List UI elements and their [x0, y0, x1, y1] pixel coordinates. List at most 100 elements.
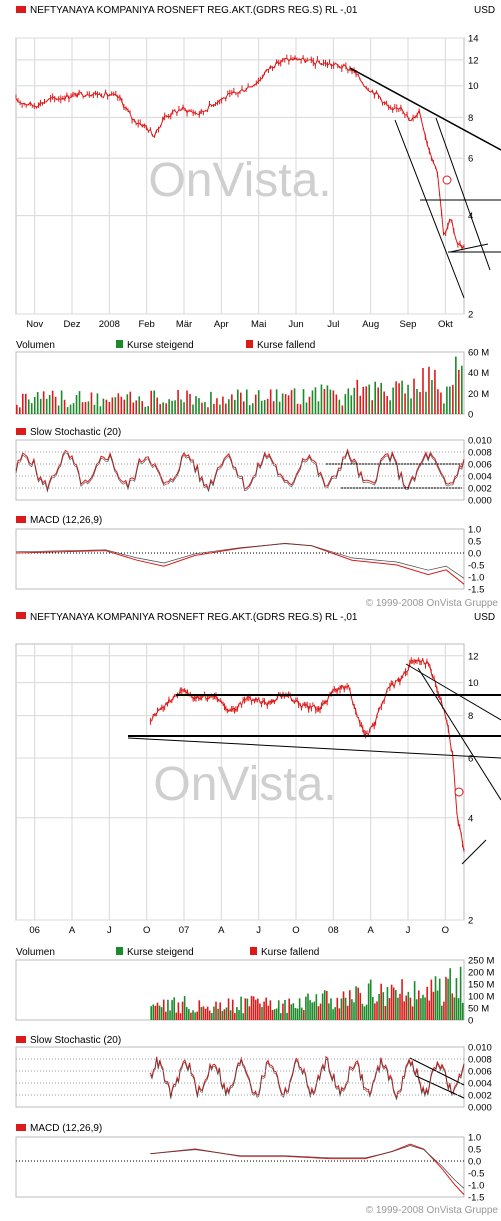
price-y-ticks: 14 12 10 8 6 4 2 — [468, 34, 479, 321]
volume-bar — [99, 406, 102, 414]
macd-label: MACD (12,26,9) — [30, 1123, 102, 1134]
volume-bar — [215, 1001, 217, 1020]
volume-bar — [395, 381, 397, 414]
volume-bar — [198, 398, 200, 414]
trend-lines — [127, 663, 501, 865]
volume-bar — [186, 390, 188, 414]
volume-bar — [332, 390, 335, 414]
stochastic-series — [149, 1055, 465, 1101]
x-tick-label: Mär — [176, 319, 192, 330]
title-marker-icon — [16, 612, 26, 619]
volume-bar — [308, 396, 311, 414]
macd-signal-line — [15, 543, 465, 579]
x-tick-label: J — [256, 925, 261, 936]
y-tick-label: 200 M — [468, 968, 494, 979]
volume-bar — [432, 991, 435, 1020]
volume-bar — [445, 976, 447, 1020]
volume-bar — [404, 393, 406, 414]
volume-bar — [397, 997, 399, 1020]
y-tick-label: -0.5 — [468, 1169, 484, 1180]
volume-bar — [315, 994, 318, 1020]
volume-bar — [440, 392, 442, 414]
volume-bar — [272, 401, 275, 414]
volume-bar — [409, 997, 412, 1020]
volume-bar — [369, 979, 372, 1020]
volume-bar — [330, 998, 332, 1020]
chart-1: NEFTYANAYA KOMPANIYA ROSNEFT REG.AKT.(GD… — [15, 5, 501, 609]
volume-bar — [152, 1004, 155, 1020]
y-tick-label: 10 — [468, 678, 479, 689]
volume-bar — [219, 404, 221, 414]
legend-down-label: Kurse fallend — [257, 340, 315, 351]
volume-bar — [413, 378, 415, 414]
volume-label: Volumen — [16, 947, 55, 958]
volume-bar — [225, 1007, 228, 1020]
price-line — [150, 658, 465, 852]
trend-line-channel-inner — [435, 117, 491, 271]
volume-bar — [123, 399, 126, 414]
volume-bar — [90, 392, 93, 414]
volume-bar — [288, 998, 290, 1020]
volume-bar — [219, 1002, 221, 1020]
currency-label: USD — [474, 5, 495, 16]
volume-bar — [431, 380, 433, 414]
volume-bar — [305, 996, 307, 1020]
volume-bar — [319, 1003, 322, 1020]
volume-bar — [292, 1003, 295, 1020]
volume-bar — [223, 1009, 226, 1020]
volume-bar — [159, 404, 161, 414]
y-tick-label: 0 — [468, 410, 473, 421]
volume-bar — [386, 395, 388, 414]
volume-bar — [449, 968, 451, 1020]
volume-bar — [93, 404, 96, 414]
x-tick-label: J — [406, 925, 411, 936]
volume-bar — [117, 393, 120, 414]
volume-bar — [39, 398, 42, 414]
y-tick-label: 0.0 — [468, 549, 481, 560]
volume-bar — [334, 1007, 336, 1020]
volume-bar — [189, 393, 191, 414]
y-tick-label: 0.5 — [468, 1145, 481, 1156]
trend-line-slope — [127, 737, 501, 759]
volume-bar — [434, 976, 437, 1020]
volume-label: Volumen — [16, 340, 55, 351]
volume-bar — [428, 1000, 431, 1020]
price-panel — [15, 37, 465, 315]
volume-bar — [36, 391, 39, 414]
volume-bar — [81, 402, 84, 414]
volume-bar — [144, 406, 147, 414]
x-tick-label: Aug — [362, 319, 379, 330]
volume-bar — [188, 1009, 190, 1020]
volume-bar — [355, 986, 357, 1020]
volume-bar — [213, 403, 215, 414]
y-tick-label: 2 — [468, 310, 473, 321]
y-tick-label: 0.008 — [468, 448, 492, 459]
volume-bar — [251, 403, 254, 414]
y-tick-label: 50 M — [468, 1004, 489, 1015]
y-tick-label: 8 — [468, 113, 473, 124]
y-tick-label: -0.5 — [468, 561, 484, 572]
y-tick-label: 0.006 — [468, 1067, 492, 1078]
volume-bar — [374, 1003, 376, 1020]
volume-bar — [403, 1001, 405, 1020]
volume-bar — [27, 399, 30, 414]
x-tick-label: Okt — [438, 319, 453, 330]
volume-bar — [305, 402, 308, 414]
volume-bar — [452, 385, 454, 414]
volume-bar — [441, 1005, 443, 1020]
volume-bar — [254, 394, 257, 414]
volume-bar — [69, 404, 72, 414]
y-tick-label: -1.5 — [468, 1193, 484, 1204]
volume-bar — [16, 404, 18, 414]
volume-bar — [446, 386, 448, 414]
volume-bar — [459, 966, 462, 1020]
x-tick-label: O — [442, 925, 449, 936]
volume-bar — [208, 1010, 211, 1020]
volume-bar — [386, 987, 389, 1020]
volume-bar — [290, 1004, 293, 1020]
volume-bar — [303, 1010, 305, 1020]
volume-bar — [147, 406, 150, 414]
volume-bar — [284, 394, 287, 414]
